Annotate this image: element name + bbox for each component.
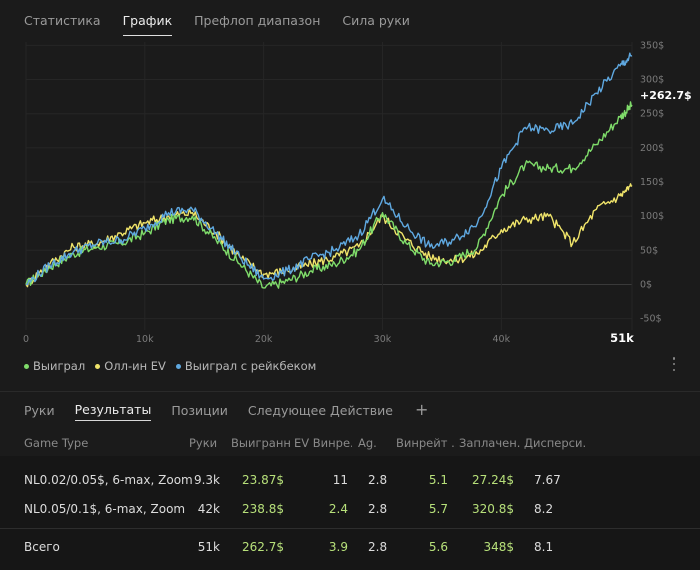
series-line-0 [25,101,633,289]
cell-variance: 7.67 [534,473,561,487]
legend-dot-won [24,363,29,369]
x-tick-label: 20k [255,334,273,345]
tab-graph[interactable]: График [122,13,173,36]
y-tick-label: 250$ [640,109,664,120]
col-header-variance[interactable]: Дисперси... [524,436,586,450]
cell-total-won: 262.7$ [242,540,284,554]
cell-winrate: 5.7 [428,502,448,516]
cell-total-paid: 348$ [483,540,514,554]
legend-dot-won-rakeback [175,363,181,369]
cell-total-hands: 51k [197,540,220,554]
cell-won: 238.8$ [242,502,284,516]
tab-positions[interactable]: Позиции [171,402,228,418]
y-tick-label: 350$ [640,40,664,51]
y-tick-label: 150$ [640,177,664,188]
legend-label-won-rakeback: Выиграл с рейкбеком [184,359,317,373]
cell-ag: 2.8 [368,473,388,487]
chart-svg: 350$ 300$ 250$ 200$ 150$ 100$ 50$ 0$ -50$ 0 10k 20k… [23,40,692,345]
x-tick-label: 0 [23,334,29,345]
col-header-game-type[interactable]: Game Type [24,436,89,450]
cell-total-ag: 2.8 [368,540,388,554]
y-tick-label: 300$ [640,75,664,86]
top-tab-bar: Статистика График Префлоп диапазон Сила … [0,0,700,36]
table-row[interactable]: NL0.02/0.05$, 6-max, Zoom 9.3k 23.87$ 11… [0,466,700,495]
y-tick-label: 100$ [640,211,664,222]
legend-item-allin-ev[interactable]: Олл-ин EV [95,359,166,373]
col-header-ag[interactable]: Ag. [358,436,377,450]
y-tick-label: 50$ [640,245,658,256]
series-line-1 [25,183,633,288]
cell-variance: 8.2 [534,502,554,516]
tab-statistics[interactable]: Статистика [24,13,101,28]
legend-dot-allin-ev [95,363,101,369]
cell-hands: 42k [197,502,220,516]
end-value-label: +262.7$ [640,89,692,102]
kebab-menu-icon[interactable] [668,355,680,373]
x-tick-label: 51k [610,331,634,345]
cell-game-type: NL0.02/0.05$, 6-max, Zoom [24,473,193,487]
legend-label-allin-ev: Олл-ин EV [104,359,166,373]
tab-next-action[interactable]: Следующее Действие [247,402,393,418]
cell-ag: 2.8 [368,502,388,516]
cell-hands: 9.3k [193,473,220,487]
x-tick-label: 30k [374,334,392,345]
series-line-2 [25,52,633,286]
cell-total-variance: 8.1 [534,540,554,554]
cell-total-label: Всего [24,540,60,554]
x-tick-label: 40k [492,334,510,345]
legend-item-won[interactable]: Выиграл [24,359,85,373]
col-header-paid[interactable]: Заплачен... [459,436,521,450]
plus-icon[interactable]: + [414,400,429,419]
cell-total-ev-winrate: 3.9 [328,540,348,554]
y-tick-label: 200$ [640,143,664,154]
table-header: Game Type Руки Выигранно EV Винре... Ag.… [0,430,700,456]
cell-game-type: NL0.05/0.1$, 6-max, Zoom [24,502,186,516]
col-header-hands[interactable]: Руки [189,436,218,450]
chart-legend: Выиграл Олл-ин EV Выиграл с рейкбеком [24,357,316,375]
tab-preflop-range[interactable]: Префлоп диапазон [194,13,321,28]
tab-hands[interactable]: Руки [24,402,55,418]
cell-paid: 27.24$ [472,473,514,487]
col-header-winrate[interactable]: Винрейт ... [396,436,456,450]
col-header-won[interactable]: Выигранно [231,436,291,450]
results-chart: 350$ 300$ 250$ 200$ 150$ 100$ 50$ 0$ -50$ 0 10k 20k… [0,36,700,348]
table-row[interactable]: NL0.05/0.1$, 6-max, Zoom 42k 238.8$ 2.4 … [0,495,700,524]
bottom-tab-bar: Руки Результаты Позиции Следующее Действ… [0,398,700,422]
legend-item-won-rakeback[interactable]: Выиграл с рейкбеком [175,359,317,373]
x-tick-label: 10k [136,334,154,345]
tab-results[interactable]: Результаты [74,399,152,421]
y-tick-label: -50$ [640,314,662,325]
cell-winrate: 5.1 [428,473,448,487]
divider [0,391,700,392]
cell-ev-winrate: 11 [332,473,348,487]
y-tick-label: 0$ [640,279,652,290]
table-total-row[interactable]: Всего 51k 262.7$ 3.9 2.8 5.6 348$ 8.1 [0,533,700,562]
cell-total-winrate: 5.6 [428,540,448,554]
tab-hand-strength[interactable]: Сила руки [342,13,410,28]
results-table: NL0.02/0.05$, 6-max, Zoom 9.3k 23.87$ 11… [0,456,700,570]
legend-label-won: Выиграл [33,359,86,373]
col-header-ev-winrate[interactable]: EV Винре... [294,436,352,450]
cell-ev-winrate: 2.4 [328,502,348,516]
total-divider [0,528,700,529]
cell-paid: 320.8$ [472,502,514,516]
cell-won: 23.87$ [242,473,284,487]
